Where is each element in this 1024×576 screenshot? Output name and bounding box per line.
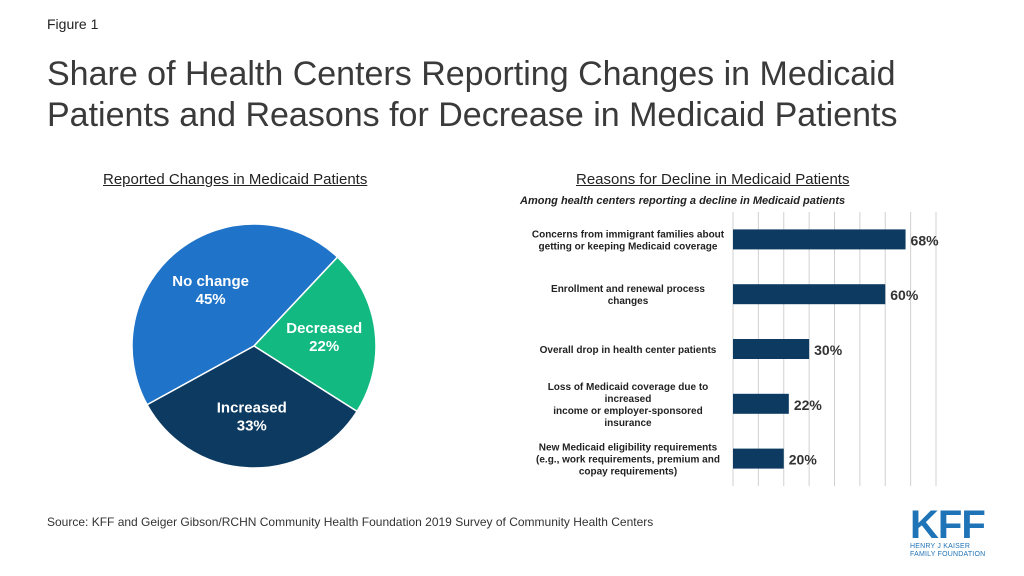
category-label: Overall drop in health center patients xyxy=(540,345,717,356)
category-label: New Medicaid eligibility requirements (e.… xyxy=(536,443,720,478)
bar-value-label: 20% xyxy=(789,452,818,468)
pie-chart-subtitle: Reported Changes in Medicaid Patients xyxy=(103,171,368,188)
bar-chart-subtitle: Reasons for Decline in Medicaid Patients xyxy=(576,171,850,188)
source-note: Source: KFF and Geiger Gibson/RCHN Commu… xyxy=(47,515,654,529)
bar-5 xyxy=(733,448,784,469)
pie-value-no-change: 45% xyxy=(196,291,226,308)
bar-value-label: 68% xyxy=(911,232,940,248)
kff-logo: KFF HENRY J KAISER FAMILY FOUNDATION xyxy=(910,503,992,559)
pie-slice-increased xyxy=(146,345,359,469)
bar-1 xyxy=(733,229,906,250)
bar-2 xyxy=(733,284,886,305)
bar-4 xyxy=(733,393,789,414)
category-label: Enrollment and renewal process changes xyxy=(551,284,705,307)
pie-slice-decreased xyxy=(252,256,377,413)
bar-chart-note: Among health centers reporting a decline… xyxy=(520,195,846,207)
pie-label-no-change: No change xyxy=(172,273,249,290)
chart-title: Share of Health Centers Reporting Change… xyxy=(47,55,898,134)
bar-value-label: 30% xyxy=(814,342,843,358)
logo-line-2: FAMILY FOUNDATION xyxy=(910,551,986,558)
bar-value-label: 60% xyxy=(890,287,919,303)
pie-slice-no-change xyxy=(131,223,339,406)
logo-line-1: HENRY J KAISER xyxy=(910,543,971,550)
category-label: Loss of Medicaid coverage due to increase… xyxy=(548,382,709,429)
category-label: Concerns from immigrant families about ge… xyxy=(532,229,725,252)
bar-value-label: 22% xyxy=(794,397,823,413)
pie-label-increased: Increased xyxy=(217,400,287,417)
pie-value-decreased: 22% xyxy=(309,338,339,355)
pie-value-increased: 33% xyxy=(237,418,267,435)
bar-3 xyxy=(733,339,810,359)
figure-label: Figure 1 xyxy=(47,16,99,32)
pie-label-decreased: Decreased xyxy=(286,320,362,337)
logo-wordmark: KFF xyxy=(910,503,986,547)
